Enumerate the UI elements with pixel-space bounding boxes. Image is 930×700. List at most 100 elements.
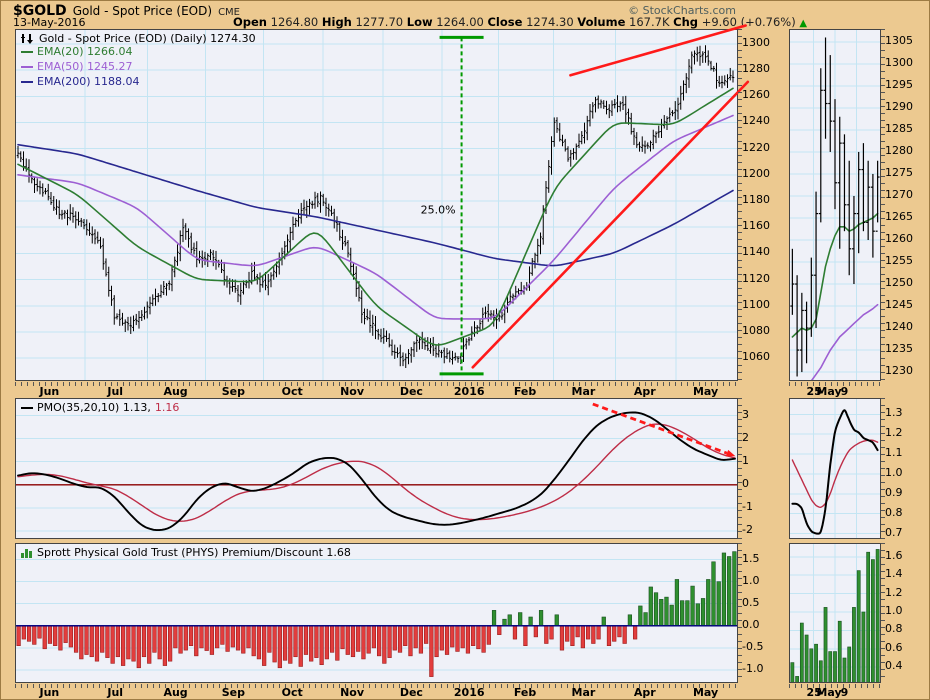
x-axis-label: Nov <box>340 686 365 699</box>
chg-value: +9.60 (+0.76%) <box>701 15 796 29</box>
x-axis-label: Sep <box>221 385 246 398</box>
x-axis-label: May <box>692 686 719 699</box>
ema50-label: EMA(50) 1245.27 <box>37 60 133 73</box>
x-axis-label: 25 <box>806 686 822 699</box>
chart-header: $GOLD Gold - Spot Price (EOD) CME <box>13 3 240 19</box>
ema200-label: EMA(200) 1188.04 <box>37 75 140 88</box>
legend-ema50: EMA(50) 1245.27 <box>21 60 140 73</box>
y-tick-label: 1255 <box>885 254 913 267</box>
open-label: Open <box>233 15 267 29</box>
y-ticks-main-price <box>738 29 742 381</box>
high-label: High <box>321 15 352 29</box>
legend-ema20: EMA(20) 1266.04 <box>21 45 140 58</box>
y-tick-label: 1.0 <box>742 573 760 587</box>
y-tick-label: 0.6 <box>885 640 903 654</box>
y-tick-label: -0.5 <box>742 639 764 653</box>
x-axis-label: Mar <box>571 385 596 398</box>
stockcharts-credit-link[interactable]: © StockCharts.com <box>628 4 736 17</box>
y-tick-label: -2 <box>742 522 753 536</box>
y-ticks-mini-pmo <box>881 398 885 539</box>
y-tick-label: 1 <box>742 453 749 467</box>
x-axis-label: Oct <box>281 385 303 398</box>
x-axis-label: Jul <box>107 686 124 699</box>
volume-value: 167.7K <box>629 15 670 29</box>
y-tick-label: 1100 <box>742 297 770 311</box>
exchange: CME <box>218 7 240 18</box>
x-axis-label: Oct <box>281 686 303 699</box>
ema-legend: EMA(20) 1266.04 EMA(50) 1245.27 EMA(200) 1… <box>21 45 140 90</box>
x-axis-label: Apr <box>633 385 656 398</box>
y-tick-label: -1.0 <box>742 661 764 675</box>
y-tick-label: 1.5 <box>742 551 760 565</box>
y-ticks-phys <box>738 543 742 683</box>
y-tick-label: 1220 <box>742 140 770 154</box>
y-tick-label: 1270 <box>885 187 913 201</box>
main-price-chart <box>16 24 750 380</box>
y-tick-label: 1305 <box>885 33 913 47</box>
y-tick-label: 1230 <box>885 364 913 378</box>
pmo-signal-value: 1.16 <box>154 401 180 414</box>
mini-price-panel <box>789 29 881 381</box>
mini-price-chart <box>790 30 880 380</box>
low-label: Low <box>406 15 433 29</box>
pmo-panel <box>15 398 738 539</box>
low-value: 1264.00 <box>436 15 484 29</box>
y-tick-label: 1.0 <box>885 603 903 617</box>
high-value: 1277.70 <box>355 15 404 29</box>
x-axis-label: Jun <box>39 385 60 398</box>
mini-phys-chart <box>790 544 880 682</box>
y-tick-label: 1265 <box>885 209 913 223</box>
x-axis-label: 9 <box>840 686 849 699</box>
y-ticks-pmo <box>738 398 742 539</box>
y-tick-label: 1.3 <box>885 406 903 420</box>
open-value: 1264.80 <box>270 15 319 29</box>
y-tick-label: 1295 <box>885 77 913 91</box>
y-tick-label: 2 <box>742 430 749 444</box>
legend-ema200: EMA(200) 1188.04 <box>21 75 140 88</box>
y-tick-label: 1245 <box>885 298 913 312</box>
y-tick-label: 1280 <box>742 62 770 76</box>
y-tick-label: 1280 <box>885 143 913 157</box>
pmo-legend: PMO(35,20,10) 1.13, 1.16 <box>21 401 179 414</box>
y-tick-label: 1.2 <box>885 426 903 440</box>
pmo-chart <box>16 402 737 532</box>
y-tick-label: 1140 <box>742 245 770 259</box>
main-price-panel <box>15 24 750 381</box>
y-tick-label: 1235 <box>885 342 913 356</box>
x-ticks-main-bottom <box>15 684 738 688</box>
main-legend-label: Gold - Spot Price (EOD) (Daily) 1274.30 <box>39 32 256 45</box>
x-ticks-mini-top <box>789 382 881 386</box>
y-tick-label: 0.0 <box>742 617 760 631</box>
y-tick-label: 1180 <box>742 193 770 206</box>
y-tick-label: 1060 <box>742 350 770 364</box>
x-axis-label: May <box>816 385 842 398</box>
x-axis-label: Feb <box>513 385 537 398</box>
quote-line: Open 1264.80 High 1277.70 Low 1264.00 Cl… <box>233 15 807 29</box>
x-axis-label: May <box>692 385 719 398</box>
y-tick-label: 1120 <box>742 271 770 285</box>
y-tick-label: 0.8 <box>885 505 903 519</box>
y-tick-label: 0.8 <box>885 622 903 636</box>
x-axis-label: Nov <box>340 385 365 398</box>
y-tick-label: 0 <box>742 476 749 490</box>
x-axis-label: Jul <box>107 385 124 398</box>
y-tick-label: 1.1 <box>885 446 903 460</box>
x-axis-label: 25 <box>806 385 822 398</box>
close-label: Close <box>487 15 523 29</box>
y-tick-label: 1275 <box>885 165 913 179</box>
y-tick-label: 0.7 <box>885 525 903 539</box>
y-tick-label: 1.6 <box>885 548 903 562</box>
x-axis-label: 2016 <box>453 385 485 398</box>
y-tick-label: 1.4 <box>885 567 903 581</box>
y-tick-label: 1.2 <box>885 585 903 599</box>
x-ticks-mini-bottom <box>789 684 881 688</box>
y-tick-label: 1260 <box>885 232 913 245</box>
y-tick-label: 1260 <box>742 88 770 102</box>
y-ticks-mini-phys <box>881 543 885 683</box>
y-tick-label: 1290 <box>885 99 913 113</box>
x-axis-label: Feb <box>513 686 537 699</box>
ema50-swatch <box>21 65 33 68</box>
symbol: $GOLD <box>13 3 67 19</box>
mini-pmo-chart <box>790 399 880 538</box>
